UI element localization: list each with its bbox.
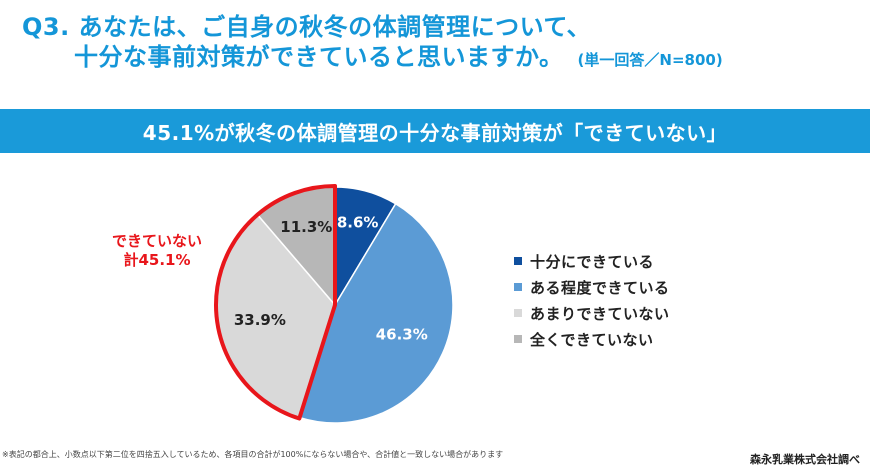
question-line-2-text: 十分な事前対策ができていると思いますか。	[74, 43, 564, 71]
legend-item-0: 十分にできている	[514, 248, 670, 274]
legend-item-1: ある程度できている	[514, 274, 670, 300]
pie-label-3: 11.3%	[280, 218, 332, 236]
pie-slice-1	[298, 202, 454, 424]
legend-label-1: ある程度できている	[530, 278, 670, 297]
legend-swatch-3	[514, 335, 522, 343]
legend-label-0: 十分にできている	[530, 252, 655, 271]
legend-item-3: 全くできていない	[514, 326, 670, 352]
pie-label-2: 33.9%	[234, 311, 286, 329]
pie-label-1: 46.3%	[376, 325, 428, 343]
legend-swatch-1	[514, 283, 522, 291]
question-line-1: Q3. あなたは、ご自身の秋冬の体調管理について、	[22, 13, 592, 41]
not-done-highlight-outline	[214, 184, 337, 421]
summary-banner: 45.1%が秋冬の体調管理の十分な事前対策が「できていない」	[0, 109, 870, 153]
source-credit: 森永乳業株式会社調べ	[750, 453, 860, 466]
legend-item-2: あまりできていない	[514, 300, 670, 326]
chart-legend: 十分にできている ある程度できている あまりできていない 全くできていない	[514, 248, 670, 352]
callout-total: 計45.1%	[123, 251, 191, 269]
footnote: ※表記の都合上、小数点以下第二位を四捨五入しているため、各項目の合計が100%に…	[2, 450, 504, 459]
question-line-2: 十分な事前対策ができていると思いますか。 (単一回答／N=800)	[22, 42, 723, 75]
legend-label-3: 全くできていない	[530, 330, 654, 349]
question-title: Q3. あなたは、ご自身の秋冬の体調管理について、 十分な事前対策ができていると…	[22, 12, 723, 75]
callout-label: できていない	[111, 232, 202, 250]
not-done-callout: できていない 計45.1%	[100, 232, 214, 270]
legend-swatch-0	[514, 257, 522, 265]
legend-label-2: あまりできていない	[530, 304, 670, 323]
legend-swatch-2	[514, 309, 522, 317]
pie-label-0: 8.6%	[337, 214, 379, 232]
sample-note: (単一回答／N=800)	[577, 51, 723, 69]
